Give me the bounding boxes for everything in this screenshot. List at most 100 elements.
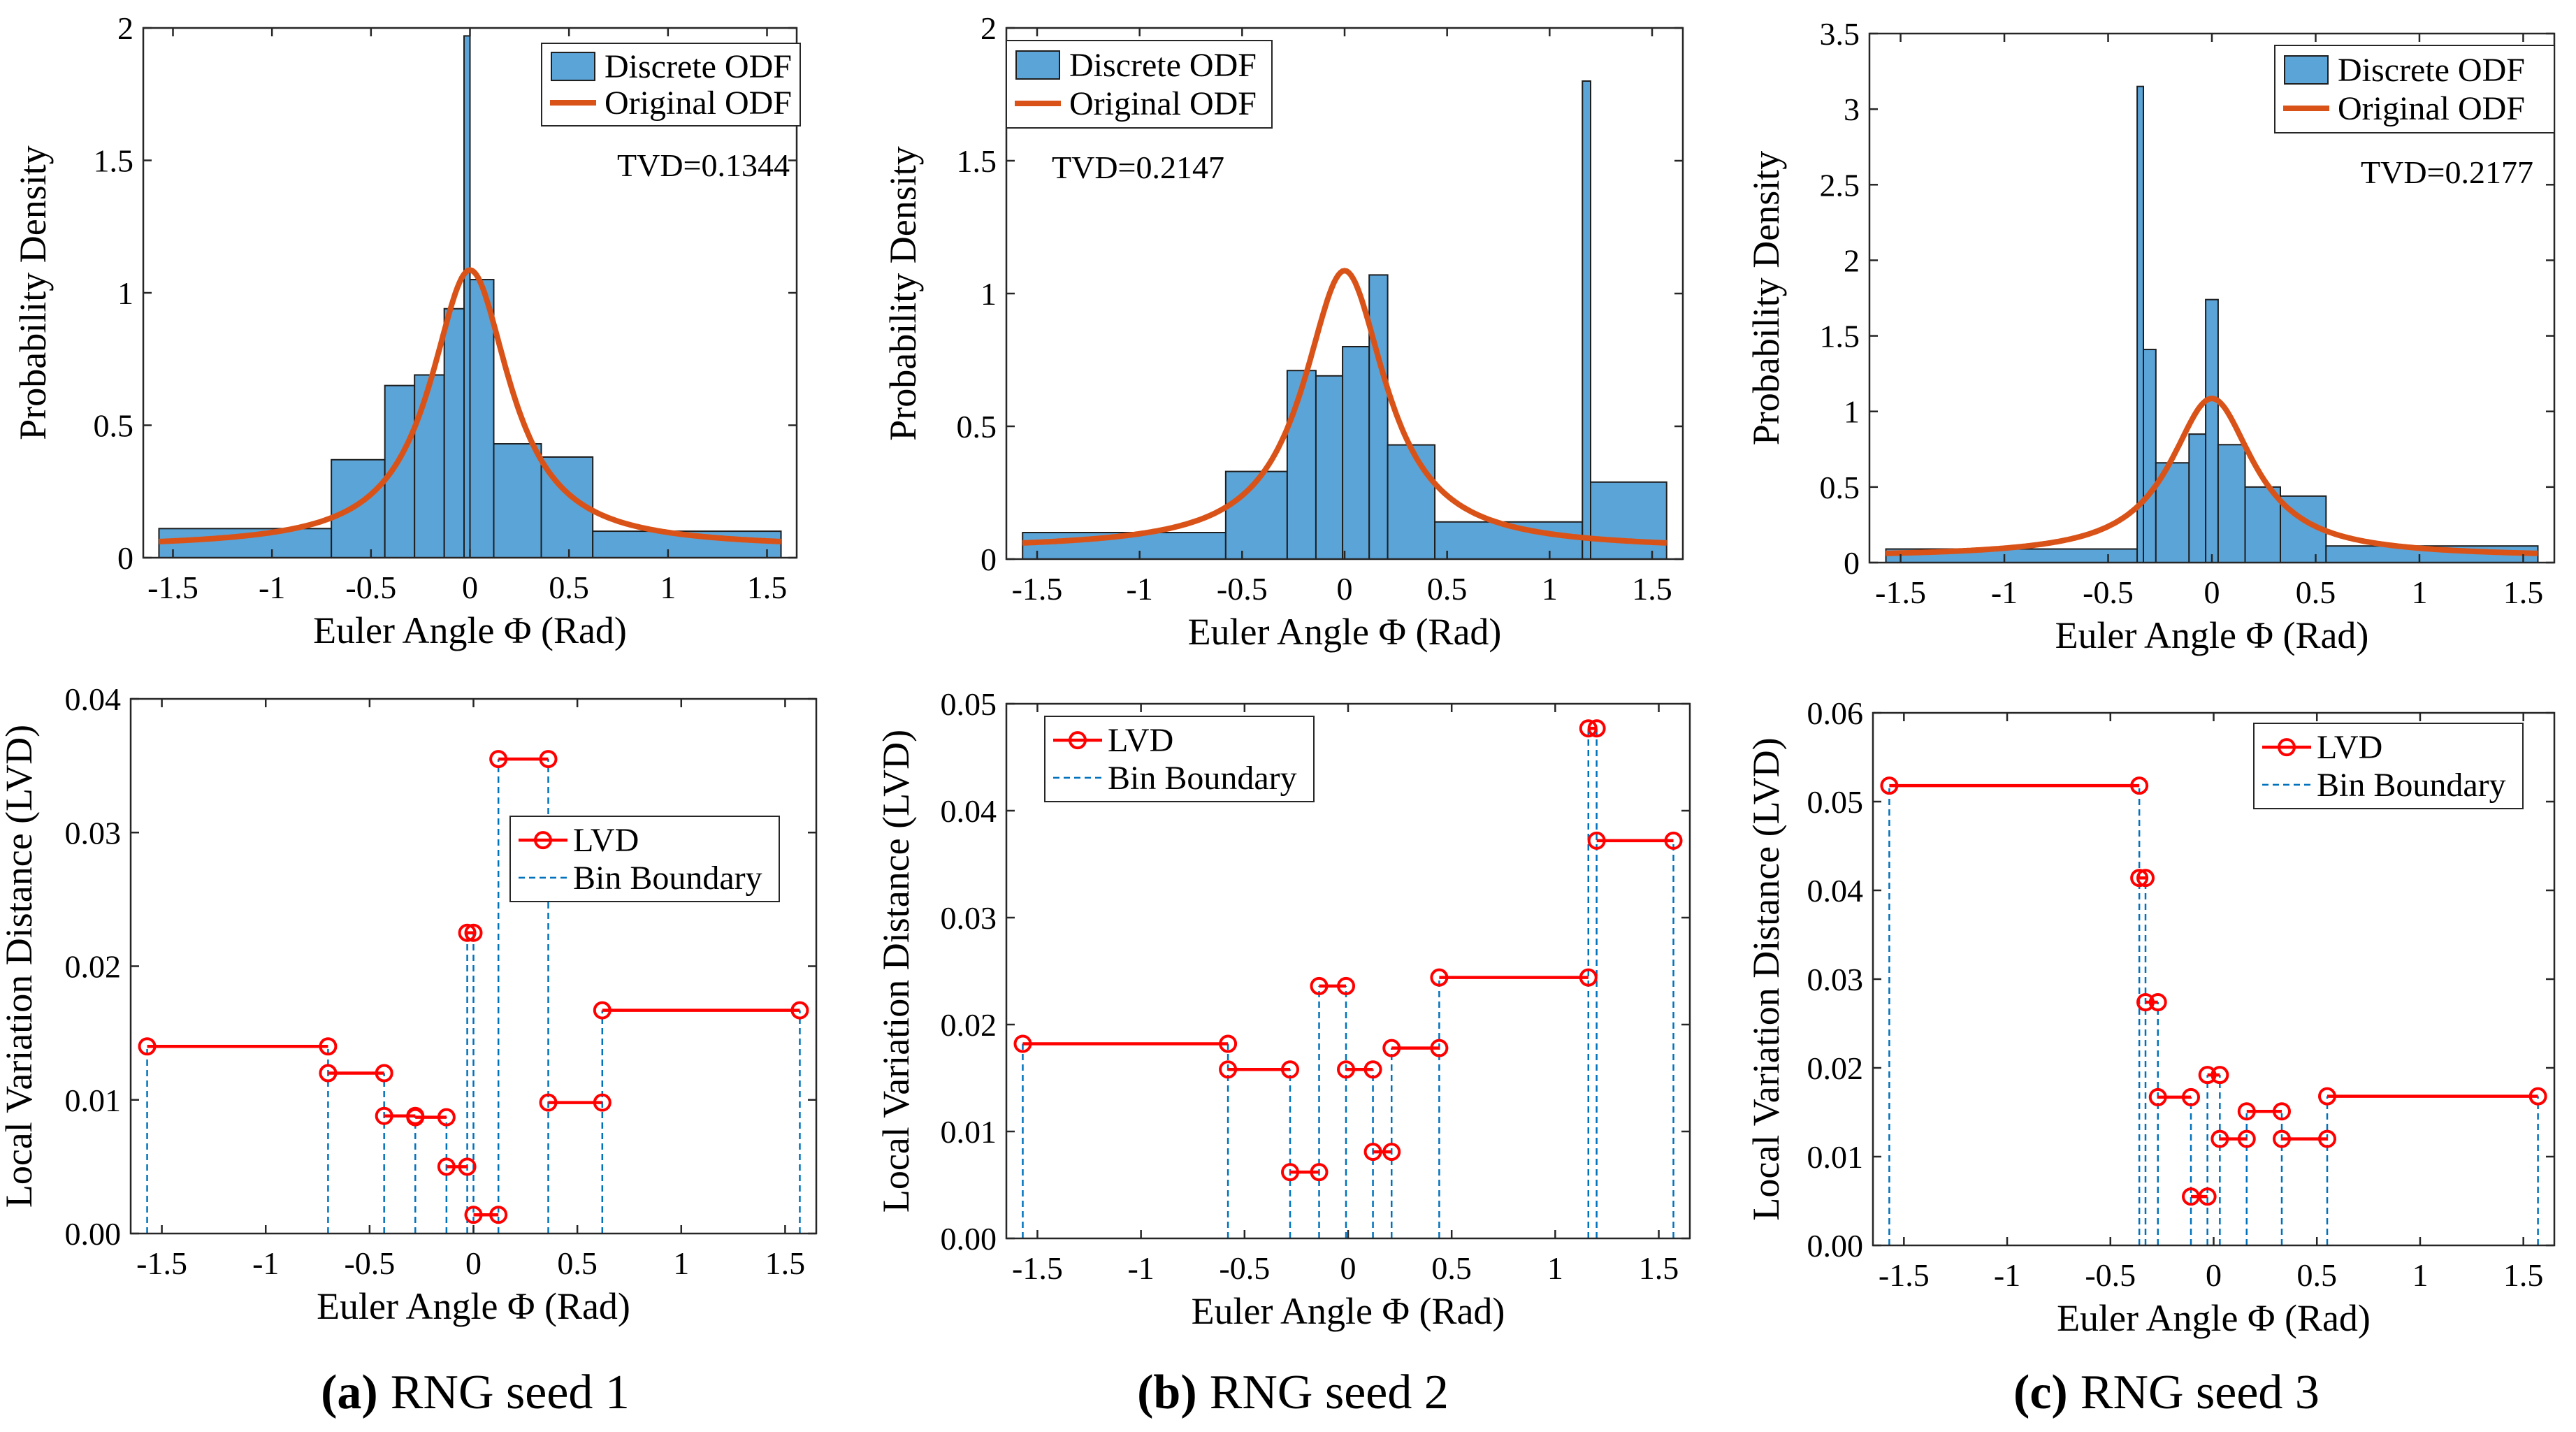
y-tick-label: 0.05 xyxy=(941,686,997,722)
plot-area xyxy=(138,750,809,1234)
x-tick-label: 0.5 xyxy=(1427,571,1468,607)
lvd-marker xyxy=(1363,1060,1382,1079)
x-tick-label: 1.5 xyxy=(1639,1250,1679,1286)
y-tick-label: 0.00 xyxy=(941,1221,997,1257)
lvd-marker xyxy=(2130,869,2149,888)
x-axis-label: Euler Angle Φ (Rad) xyxy=(317,1285,630,1327)
histogram-bar-4 xyxy=(443,308,465,558)
histogram-bar-4 xyxy=(2188,433,2207,564)
caption-text: RNG seed 3 xyxy=(2081,1366,2320,1419)
y-tick-label: 2.5 xyxy=(1820,167,1860,203)
caption-text: RNG seed 2 xyxy=(1210,1366,1449,1419)
x-tick-label: 0 xyxy=(462,570,478,605)
y-tick-label: 0.02 xyxy=(941,1007,997,1043)
original-odf-curve xyxy=(1022,268,1667,546)
x-axis-label: Euler Angle Φ (Rad) xyxy=(2057,1297,2371,1339)
histogram-bar-2 xyxy=(1286,370,1317,560)
x-tick-label: 0 xyxy=(1337,571,1353,607)
lvd-marker xyxy=(2210,1066,2229,1085)
histogram-bar-6 xyxy=(1387,444,1436,560)
x-tick-label: 1.5 xyxy=(1632,571,1672,607)
panel-c-lvd: -1.5 -1 -0.5 0 0.5 1 1.5 0.00 0.01 0.02 0.03 0.04 0.… xyxy=(1745,695,2556,1339)
panel-a-hist: TVD=0.1344 -1.5 -1 -0.5 0 0.5 1 1.5 0 0.5 1 1.5 2 Eul… xyxy=(12,10,801,651)
x-tick-label: 0 xyxy=(2206,1257,2222,1293)
x-tick-label: -0.5 xyxy=(345,570,396,605)
legend-marker-lvd xyxy=(2278,738,2296,757)
lvd-marker xyxy=(1281,1163,1300,1182)
lvd-marker xyxy=(1382,1039,1401,1057)
histogram-bar-7 xyxy=(493,443,542,559)
x-tick-label: 0.5 xyxy=(1431,1250,1472,1286)
lvd-marker xyxy=(2273,1102,2291,1121)
histogram-bar-7 xyxy=(2244,486,2281,563)
histogram-bar-0 xyxy=(158,528,333,558)
histogram-bar-1 xyxy=(2136,85,2144,563)
x-tick-label: 1.5 xyxy=(765,1245,806,1281)
x-tick-label: -0.5 xyxy=(344,1245,395,1281)
lvd-marker xyxy=(2148,1087,2167,1106)
y-axis-label: Probability Density xyxy=(1745,151,1787,445)
panel-b-hist: TVD=0.2147 -1.5 -1 -0.5 0 0.5 1 1.5 0 0.5 1 1.5 2 Eul… xyxy=(882,10,1684,653)
y-tick-label: 2 xyxy=(1844,243,1860,278)
lvd-marker xyxy=(2198,1187,2217,1206)
legend-label: Original ODF xyxy=(2338,90,2525,127)
legend-label: LVD xyxy=(2317,729,2382,766)
lvd-marker xyxy=(539,750,558,769)
y-axis-label: Local Variation Distance (LVD) xyxy=(0,725,40,1208)
lvd-marker xyxy=(593,1001,612,1020)
legend-marker-lvd xyxy=(534,831,552,850)
lvd-marker xyxy=(464,923,483,942)
lvd-marker xyxy=(2136,993,2155,1012)
lvd-marker xyxy=(1587,831,1606,850)
legend-label: Discrete ODF xyxy=(605,48,792,85)
y-tick-label: 0 xyxy=(981,542,997,577)
legend-label: Original ODF xyxy=(1069,85,1257,122)
plot-area xyxy=(1880,776,2547,1245)
y-axis-label: Local Variation Distance (LVD) xyxy=(875,730,917,1213)
y-axis-label: Local Variation Distance (LVD) xyxy=(1745,737,1787,1220)
y-tick-label: 0.04 xyxy=(1807,873,1864,909)
lvd-marker xyxy=(319,1037,338,1056)
lvd-marker xyxy=(2210,1129,2229,1148)
y-tick-label: 0.03 xyxy=(1807,962,1864,997)
tvd-annotation: TVD=0.2177 xyxy=(2361,154,2533,190)
lvd-marker xyxy=(1382,1143,1401,1162)
histogram-bar-4 xyxy=(1342,346,1370,560)
lvd-marker xyxy=(1587,719,1606,738)
x-tick-label: 1 xyxy=(1542,571,1558,607)
x-axis-label: Euler Angle Φ (Rad) xyxy=(313,609,627,651)
y-tick-label: 3 xyxy=(1844,92,1860,127)
y-tick-label: 0.05 xyxy=(1807,784,1864,820)
histogram-bar-3 xyxy=(414,374,445,558)
lvd-marker xyxy=(319,1064,338,1083)
x-tick-label: -1.5 xyxy=(1012,1250,1063,1286)
x-tick-label: 0.5 xyxy=(549,570,589,605)
lvd-marker xyxy=(1219,1034,1238,1053)
legend-label: Discrete ODF xyxy=(1069,47,1257,84)
lvd-marker xyxy=(2130,776,2149,795)
x-axis-label: Euler Angle Φ (Rad) xyxy=(1192,1290,1505,1332)
y-tick-label: 2 xyxy=(981,10,997,46)
tvd-annotation: TVD=0.2147 xyxy=(1052,150,1224,185)
plot-area xyxy=(1022,80,1667,560)
y-tick-label: 0.01 xyxy=(941,1114,997,1150)
histogram-bar-9 xyxy=(1590,481,1667,560)
lvd-marker xyxy=(1363,1143,1382,1162)
x-tick-label: 1.5 xyxy=(747,570,788,605)
x-tick-label: -1 xyxy=(259,570,285,605)
lvd-marker xyxy=(458,1157,477,1176)
y-tick-label: 0.5 xyxy=(94,408,134,444)
y-tick-label: 0.06 xyxy=(1807,695,1864,731)
y-tick-label: 1 xyxy=(117,275,133,311)
legend-label: Bin Boundary xyxy=(1108,760,1297,797)
caption-letter: (a) xyxy=(321,1366,378,1419)
x-tick-label: -1.5 xyxy=(136,1245,187,1281)
plot-area xyxy=(1013,719,1683,1238)
x-tick-label: -1 xyxy=(252,1245,279,1281)
x-tick-label: 0.5 xyxy=(557,1245,598,1281)
lvd-marker xyxy=(2198,1066,2217,1085)
y-tick-label: 0.00 xyxy=(65,1216,122,1252)
